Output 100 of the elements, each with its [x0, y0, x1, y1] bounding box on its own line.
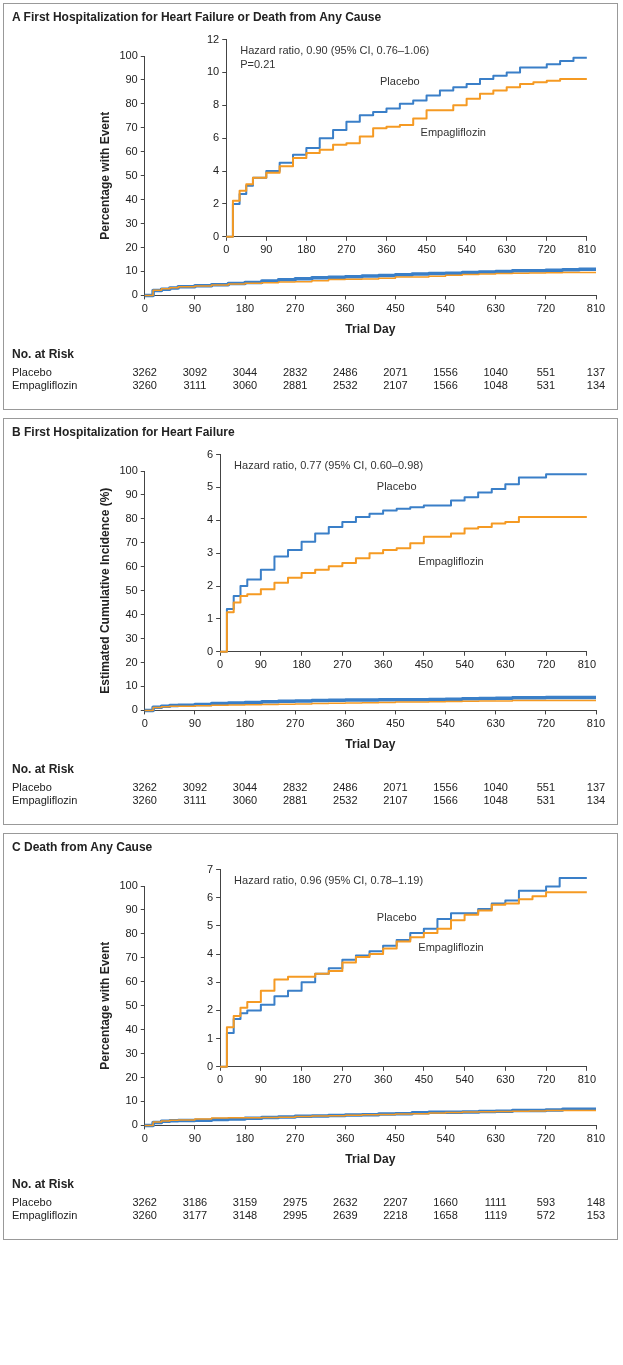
x-tick-label: 810: [586, 302, 606, 315]
text: Empagliflozin 3260 3111 3060 2881 2532 2107 1566 1048 531 134: [12, 794, 606, 806]
x-tick-label: 90: [188, 1132, 202, 1145]
text: Empagliflozin 3260 3111 3060 2881 2532 2107 1566 1048 531 134: [12, 379, 606, 391]
y-tick-label: 40: [125, 192, 138, 205]
series-label: Empagliflozin: [418, 941, 484, 954]
y-tick-label: 0: [131, 1118, 138, 1131]
x-tick-label: 360: [373, 658, 393, 671]
y-tick-label: 50: [125, 583, 138, 596]
y-tick-label: 70: [125, 950, 138, 963]
x-tick-label: 720: [536, 658, 556, 671]
y-tick-label: 0: [206, 644, 214, 657]
series-label: Empagliflozin: [418, 554, 484, 567]
y-tick-label: 70: [125, 535, 138, 548]
text: Empagliflozin 3260 3177 3148 2995 2639 2218 1658 1119 572 153: [12, 1209, 606, 1221]
y-tick-label: 6: [213, 131, 220, 144]
x-tick-label: 180: [235, 717, 255, 730]
y-tick-label: 90: [125, 487, 138, 500]
y-tick-label: 4: [213, 164, 220, 177]
x-tick-label: 360: [373, 1073, 393, 1086]
x-tick-label: 720: [536, 302, 556, 315]
x-tick-label: 810: [577, 243, 596, 256]
text: Placebo 3262 3092 3044 2832 2486 2071 1556 1040 551 137: [12, 366, 606, 378]
y-tick-label: 40: [125, 607, 138, 620]
x-tick-label: 450: [386, 717, 405, 730]
y-tick-label: 5: [206, 480, 214, 493]
y-tick-label: 100: [119, 879, 138, 892]
y-tick-label: 90: [125, 902, 138, 915]
x-tick-label: 540: [457, 243, 476, 256]
y-tick-label: 60: [125, 974, 138, 987]
x-tick-label: 450: [417, 243, 436, 256]
y-tick-label: 50: [125, 998, 138, 1011]
x-tick-label: 270: [337, 243, 356, 256]
series-label: Placebo: [379, 74, 420, 87]
y-tick-label: 10: [125, 1094, 138, 1107]
y-tick-label: 20: [125, 240, 138, 253]
y-tick-label: 3: [206, 975, 214, 988]
y-tick-label: 4: [206, 513, 214, 526]
y-axis-title: Percentage with Event: [97, 111, 112, 240]
x-tick-label: 90: [254, 658, 267, 671]
x-axis-title: Trial Day: [345, 737, 396, 752]
x-tick-label: 810: [577, 658, 596, 671]
chart-title: A First Hospitalization for Heart Failure or Death from Any Cause: [11, 9, 383, 26]
x-tick-label: 180: [235, 302, 255, 315]
y-tick-label: 100: [119, 464, 138, 477]
x-tick-label: 0: [141, 302, 148, 315]
y-tick-label: 40: [125, 1022, 138, 1035]
y-tick-label: 10: [206, 65, 220, 78]
x-tick-label: 630: [486, 1132, 505, 1145]
text: Placebo 3262 3092 3044 2832 2486 2071 1556 1040 551 137: [12, 781, 606, 793]
x-tick-label: 90: [188, 302, 202, 315]
x-tick-label: 360: [336, 302, 355, 315]
annotation: P=0.21: [240, 58, 276, 71]
chart-title: B First Hospitalization for Heart Failure: [11, 424, 236, 441]
x-tick-label: 270: [333, 1073, 352, 1086]
x-tick-label: 810: [577, 1073, 596, 1086]
text: No. at Risk: [12, 1177, 75, 1191]
y-tick-label: 6: [206, 890, 214, 903]
y-tick-label: 7: [206, 862, 214, 875]
y-tick-label: 0: [206, 1059, 214, 1072]
x-tick-label: 720: [536, 1132, 556, 1145]
x-tick-label: 540: [455, 1073, 474, 1086]
annotation: Hazard ratio, 0.90 (95% CI, 0.76–1.06): [240, 44, 430, 57]
y-tick-label: 90: [125, 72, 138, 85]
series-label: Placebo: [376, 479, 417, 492]
y-tick-label: 2: [206, 1003, 214, 1016]
x-tick-label: 90: [188, 717, 202, 730]
x-tick-label: 450: [414, 1073, 434, 1086]
y-tick-label: 6: [206, 447, 214, 460]
series-label: Placebo: [376, 911, 417, 924]
x-tick-label: 0: [141, 1132, 148, 1145]
y-tick-label: 30: [125, 631, 138, 644]
y-tick-label: 3: [206, 546, 214, 559]
x-tick-label: 540: [436, 717, 455, 730]
x-tick-label: 270: [285, 717, 305, 730]
x-tick-label: 540: [436, 302, 455, 315]
x-tick-label: 630: [496, 658, 515, 671]
y-tick-label: 20: [125, 1070, 138, 1083]
x-tick-label: 0: [223, 243, 230, 256]
y-tick-label: 1: [206, 1031, 214, 1044]
y-tick-label: 50: [125, 168, 138, 181]
x-tick-label: 360: [377, 243, 396, 256]
x-tick-label: 630: [486, 717, 505, 730]
y-tick-label: 20: [125, 655, 138, 668]
x-tick-label: 360: [336, 1132, 355, 1145]
x-tick-label: 630: [496, 1073, 515, 1086]
x-tick-label: 270: [333, 658, 352, 671]
x-tick-label: 90: [254, 1073, 267, 1086]
y-tick-label: 10: [125, 264, 138, 277]
x-tick-label: 720: [536, 1073, 556, 1086]
x-tick-label: 810: [586, 1132, 606, 1145]
x-tick-label: 810: [586, 717, 606, 730]
y-tick-label: 2: [206, 579, 214, 592]
x-tick-label: 270: [285, 1132, 305, 1145]
y-tick-label: 80: [125, 96, 138, 109]
chart-title: C Death from Any Cause: [11, 839, 154, 856]
x-tick-label: 630: [486, 302, 505, 315]
y-tick-label: 0: [131, 703, 138, 716]
x-tick-label: 450: [414, 658, 434, 671]
x-tick-label: 540: [455, 658, 474, 671]
